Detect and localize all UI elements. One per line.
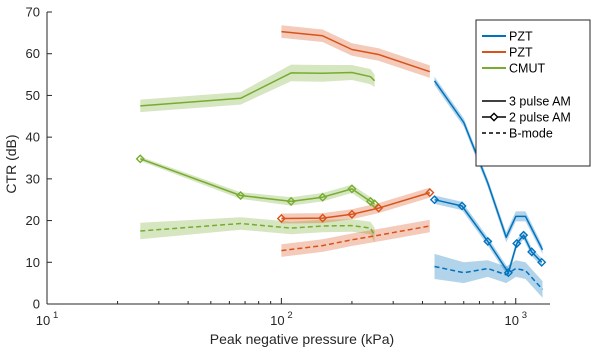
marker-cmut-77ac30-2-pulse-am-3: [318, 192, 328, 202]
y-tick-label-20: 20: [26, 213, 40, 228]
y-tick-label-10: 10: [26, 255, 40, 270]
marker-cmut-77ac30-2-pulse-am-4: [347, 184, 357, 194]
marker-pzt-d95319-2-pulse-am-0: [276, 213, 286, 224]
marker-pzt-0072bd-2-pulse-am-6: [527, 247, 537, 257]
marker-cmut-77ac30-2-pulse-am-2: [286, 196, 296, 206]
series-markers: [135, 154, 547, 278]
line-cmut-77ac30-3-pulse-am: [140, 71, 376, 107]
line-pzt-d95319-2-pulse-am: [281, 191, 431, 220]
x-tick-label-100: 10: [270, 313, 284, 328]
marker-pzt-0072bd-2-pulse-am-7: [537, 257, 547, 267]
legend-label-2: CMUT: [509, 62, 545, 76]
legend-label-1: PZT: [509, 46, 533, 60]
band-cmut-77ac30-3-pulse-am: [140, 64, 375, 113]
band-pzt-d95319-2-pulse-am: [281, 187, 430, 224]
legend: PZT PZT CMUT 3 pulse AM 2 pulse AM B-mode: [475, 19, 591, 167]
band-cmut-77ac30-2-pulse-am: [140, 156, 375, 209]
y-tick-label-60: 60: [26, 46, 40, 61]
marker-cmut-77ac30-2-pulse-am-0: [135, 154, 145, 164]
y-tick-label-0: 0: [33, 297, 40, 312]
marker-pzt-d95319-2-pulse-am-3: [374, 203, 384, 213]
legend-label-0: PZT: [509, 30, 533, 44]
x-tick-label-1000: 10: [505, 313, 519, 328]
band-pzt-0072bd-3-pulse-am: [434, 76, 543, 254]
y-axis-title: CTR (dB): [3, 134, 19, 193]
marker-pzt-d95319-2-pulse-am-4: [425, 188, 435, 198]
marker-pzt-0072bd-2-pulse-am-1: [457, 201, 467, 211]
x-tick-label-10: 10: [36, 313, 50, 328]
y-tick-label-50: 50: [26, 88, 40, 103]
y-tick-label-30: 30: [26, 171, 40, 186]
x-tick-exp-1000: 3: [522, 310, 527, 321]
line-pzt-d95319-3-pulse-am: [281, 30, 431, 73]
x-tick-exp-100: 2: [287, 310, 292, 321]
band-pzt-d95319-3-pulse-am: [281, 25, 430, 78]
line-pzt-d95319-b-mode: [281, 225, 430, 252]
legend-box: [475, 19, 591, 167]
legend-mode-marker: [489, 112, 499, 122]
band-pzt-d95319-b-mode: [281, 219, 430, 257]
y-tick-label-40: 40: [26, 130, 40, 145]
band-cmut-77ac30-b-mode: [140, 217, 375, 243]
legend-mode-label-2-pulse-am: 2 pulse AM: [509, 111, 571, 125]
marker-pzt-0072bd-2-pulse-am-5: [518, 230, 529, 240]
x-tick-exp-10: 1: [53, 310, 58, 321]
band-pzt-0072bd-b-mode: [434, 253, 543, 298]
marker-cmut-77ac30-2-pulse-am-1: [236, 190, 246, 201]
x-axis-title: Peak negative pressure (kPa): [210, 331, 394, 347]
marker-pzt-0072bd-2-pulse-am-2: [483, 236, 493, 247]
y-tick-label-70: 70: [26, 5, 40, 20]
marker-pzt-0072bd-2-pulse-am-4: [512, 238, 522, 249]
marker-pzt-0072bd-2-pulse-am-0: [429, 195, 440, 205]
marker-pzt-d95319-2-pulse-am-2: [347, 209, 357, 219]
marker-pzt-d95319-2-pulse-am-1: [318, 213, 328, 223]
marker-pzt-0072bd-2-pulse-am-3: [503, 268, 513, 278]
line-cmut-77ac30-2-pulse-am: [140, 158, 375, 205]
legend-mode-label-b-mode: B-mode: [509, 127, 553, 141]
line-cmut-77ac30-b-mode: [140, 222, 376, 236]
legend-mode-label-3-pulse-am: 3 pulse AM: [509, 95, 571, 109]
line-pzt-0072bd-3-pulse-am: [433, 80, 544, 251]
marker-cmut-77ac30-2-pulse-am-5: [365, 196, 376, 206]
